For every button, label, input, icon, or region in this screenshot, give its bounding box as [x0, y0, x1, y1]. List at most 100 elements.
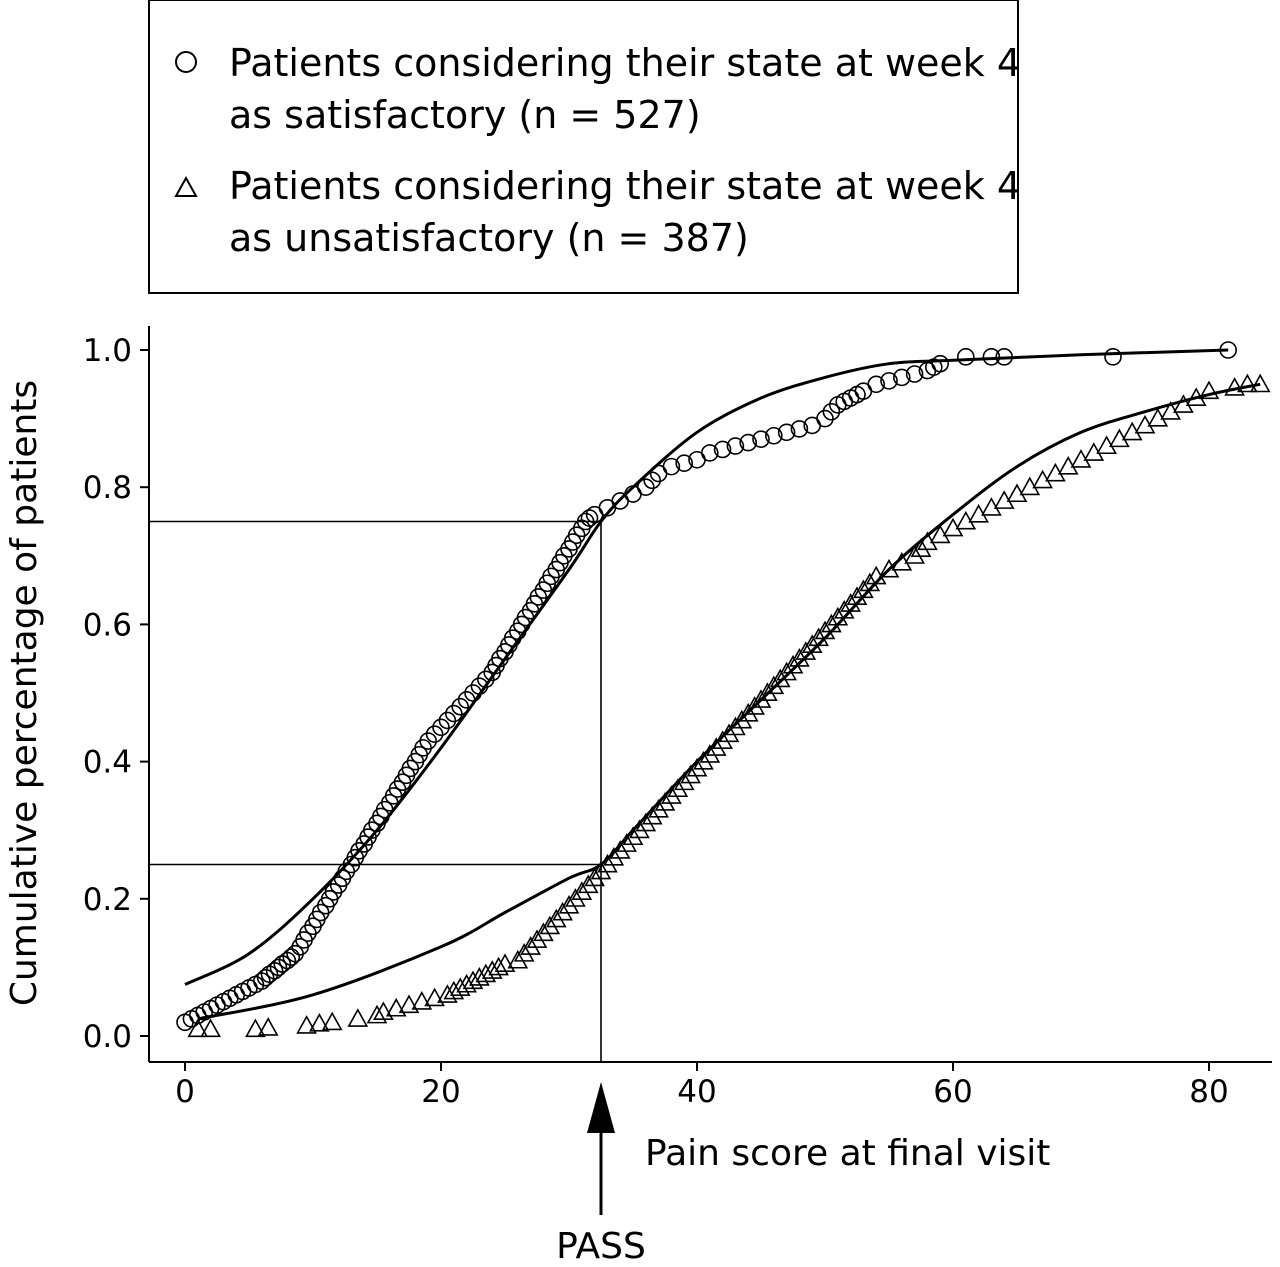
triangle-point: [584, 867, 605, 887]
triangle-point: [513, 943, 535, 962]
triangle-point: [622, 826, 644, 846]
triangle-point: [693, 750, 714, 770]
triangle-point: [1083, 442, 1105, 461]
triangle-point: [968, 503, 989, 523]
triangle-point: [955, 510, 977, 530]
x-tick-label: 0: [175, 1074, 195, 1110]
circle-point: [931, 354, 950, 373]
triangle-point: [1237, 373, 1258, 393]
triangle-point: [846, 586, 868, 605]
triangle-point: [725, 716, 746, 736]
triangle-point: [385, 997, 407, 1017]
triangle-point: [769, 668, 791, 688]
circle-point: [1104, 348, 1122, 366]
circle-point: [425, 725, 444, 743]
triangle-point: [712, 730, 733, 750]
triangle-point: [597, 853, 618, 873]
triangle-point: [577, 874, 599, 894]
triangle-point: [1147, 407, 1169, 427]
triangle-point: [507, 949, 529, 969]
circle-point: [282, 948, 301, 966]
x-tick-label: 40: [677, 1074, 716, 1110]
circle-point: [260, 965, 279, 984]
circle-point: [273, 955, 292, 973]
triangle-point: [200, 1018, 221, 1038]
triangle-point: [1032, 469, 1053, 489]
circle-point: [764, 426, 783, 445]
triangle-point: [744, 696, 765, 715]
circle-point: [777, 423, 796, 442]
triangle-point: [1198, 380, 1220, 400]
triangle-point: [680, 764, 701, 784]
triangle-point: [245, 1018, 266, 1038]
circle-point: [1219, 341, 1237, 359]
legend: Patients considering their state at week…: [148, 0, 1021, 294]
legend-circle-marker: [175, 51, 197, 73]
triangle-point: [981, 497, 1002, 516]
triangle-point: [686, 757, 708, 777]
y-tick-label: 0.2: [83, 882, 132, 918]
circle-point: [432, 718, 450, 737]
circle-point: [739, 433, 758, 452]
y-tick-label: 1.0: [83, 333, 132, 369]
circle-point: [256, 968, 275, 987]
circle-point: [580, 509, 599, 527]
triangle-point: [488, 956, 509, 976]
triangle-point: [616, 833, 637, 852]
triangle-point: [1121, 421, 1143, 441]
axes: 0.0 0.2 0.4 0.6 0.8 1.0 0 20 40 60 80: [83, 326, 1272, 1110]
y-tick-label: 0.6: [83, 607, 132, 643]
circle-point: [444, 704, 463, 723]
circle-point: [438, 711, 457, 730]
pass-arrowhead: [587, 1082, 615, 1133]
triangle-point: [398, 994, 420, 1014]
circle-point: [892, 368, 911, 387]
circle-point: [752, 430, 770, 448]
triangle-point: [648, 798, 669, 818]
triangle-point: [539, 915, 561, 935]
triangle-point: [833, 600, 855, 619]
triangle-point: [635, 812, 657, 832]
triangle-point: [558, 895, 580, 914]
triangle-point: [526, 929, 548, 948]
y-tick-label: 0.8: [83, 470, 132, 506]
y-axis-title: Cumulative percentage of patients: [4, 380, 45, 1006]
triangle-point: [782, 654, 804, 674]
circle-point: [982, 348, 1001, 366]
triangle-point: [1070, 449, 1092, 468]
triangle-point: [1057, 455, 1079, 475]
triangle-point: [571, 881, 593, 900]
legend-entry-1-line-1: Patients considering their state at week…: [229, 41, 1021, 85]
y-tick-label: 0.0: [83, 1019, 132, 1055]
circle-point: [662, 457, 681, 476]
legend-box: [148, 0, 1019, 294]
triangle-point: [910, 538, 932, 557]
triangle-point: [904, 545, 925, 564]
triangle-point: [718, 723, 740, 743]
pass-annotation: PASS: [556, 1082, 646, 1267]
legend-entry-2-line-2: as unsatisfactory (n = 387): [229, 216, 749, 260]
x-axis-title: Pain score at final visit: [645, 1133, 1050, 1174]
triangle-point: [603, 846, 625, 866]
triangle-point: [347, 1008, 369, 1027]
data-points: [176, 341, 1271, 1038]
pass-label: PASS: [556, 1226, 646, 1267]
circle-point: [675, 454, 694, 472]
circle-point: [790, 420, 809, 438]
triangle-point: [411, 991, 433, 1010]
triangle-point: [750, 689, 772, 708]
triangle-point: [373, 1001, 394, 1020]
triangle-point: [629, 819, 650, 839]
triangle-point: [654, 792, 676, 811]
triangle-point: [737, 702, 759, 722]
circle-point: [880, 372, 898, 390]
triangle-point: [757, 682, 778, 702]
triangle-point: [187, 1018, 209, 1038]
triangle-point: [309, 1013, 330, 1032]
circle-point: [451, 697, 470, 716]
fitted-curve-triangle: [197, 382, 1261, 1021]
circle-point: [700, 444, 719, 462]
triangle-point: [1109, 428, 1130, 448]
triangle-point: [1019, 476, 1041, 496]
